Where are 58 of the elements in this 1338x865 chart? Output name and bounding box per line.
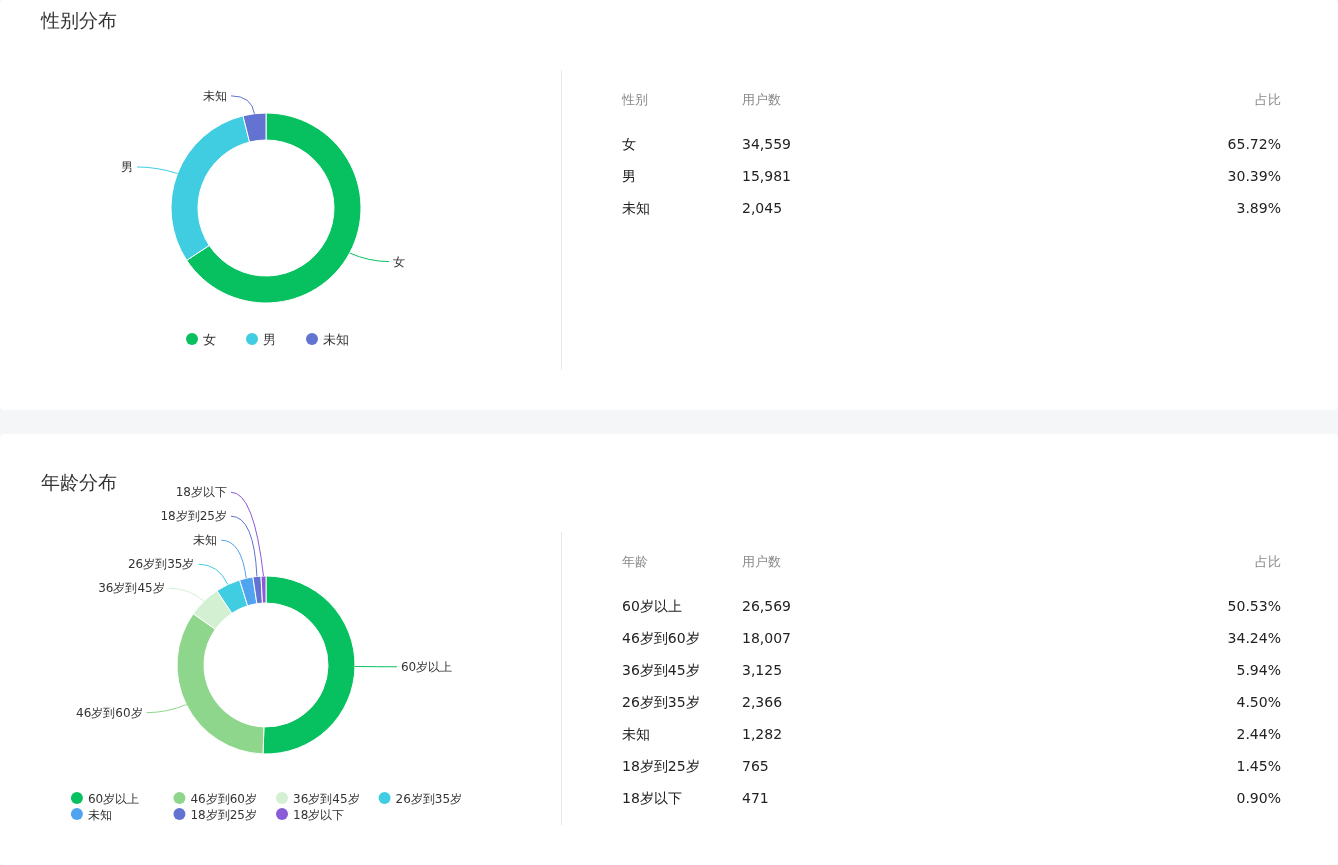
legend-label: 60岁以上: [87, 791, 140, 806]
legend-label: 18岁到25岁: [190, 807, 257, 822]
text: 3.89%: [1236, 200, 1281, 216]
text: 2,366: [742, 694, 783, 710]
slice-label: 18岁以下: [175, 485, 227, 500]
text: 50.53%: [1227, 598, 1281, 614]
slice-label: 女: [393, 254, 406, 269]
text: 未知: [622, 200, 650, 216]
slice-label: 未知: [203, 88, 227, 103]
text: 3,125: [742, 662, 783, 678]
legend-label: 46岁到60岁: [190, 791, 257, 806]
text: 60岁以上: [622, 598, 682, 614]
text: 765: [742, 758, 769, 774]
legend-label: 26岁到35岁: [395, 791, 463, 806]
chart-title: 年龄分布: [41, 471, 117, 493]
text: 36岁到45岁: [622, 662, 700, 678]
legend-label: 36岁到45岁: [293, 791, 360, 806]
text: 2.44%: [1236, 726, 1281, 742]
text: 46岁到60岁: [622, 630, 700, 646]
text: 34.24%: [1227, 630, 1281, 646]
text: 15,981: [742, 168, 791, 184]
text: 65.72%: [1227, 136, 1281, 152]
text: 5.94%: [1236, 662, 1281, 678]
slice-label: 未知: [193, 533, 218, 548]
text: 用户数: [742, 554, 781, 569]
text: 26岁到35岁: [622, 694, 700, 710]
text: 占比: [1255, 92, 1281, 107]
text: 26,569: [742, 598, 791, 614]
slice-label: 男: [120, 159, 133, 174]
text: 未知: [622, 726, 650, 742]
legend-label: 18岁以下: [293, 807, 345, 822]
slice-label: 36岁到45岁: [98, 581, 165, 596]
text: 性别: [621, 92, 648, 107]
text: 18,007: [742, 630, 791, 646]
text: 男: [622, 168, 636, 184]
slice-label: 46岁到60岁: [76, 705, 143, 720]
slice-label: 18岁到25岁: [160, 509, 227, 524]
slice-label: 26岁到35岁: [127, 557, 195, 572]
text: 18岁到25岁: [622, 758, 700, 774]
text: 30.39%: [1227, 168, 1281, 184]
text: 471: [742, 790, 769, 806]
text: 4.50%: [1236, 694, 1281, 710]
text: 女: [622, 136, 636, 152]
text: 占比: [1255, 554, 1281, 569]
text: 年龄: [622, 554, 648, 569]
legend-label: 女: [203, 331, 216, 347]
text: 用户数: [742, 92, 781, 107]
legend-label: 未知: [323, 331, 349, 347]
text: 2,045: [742, 200, 783, 216]
slice-label: 60岁以上: [400, 659, 453, 674]
text: 1,282: [742, 726, 783, 742]
text: 18岁以下: [622, 790, 682, 806]
text: 0.90%: [1236, 790, 1281, 806]
legend-label: 男: [263, 331, 276, 347]
text: 1.45%: [1236, 758, 1281, 774]
text: 34,559: [742, 136, 791, 152]
chart-title: 性别分布: [40, 9, 117, 31]
legend-label: 未知: [87, 807, 112, 822]
